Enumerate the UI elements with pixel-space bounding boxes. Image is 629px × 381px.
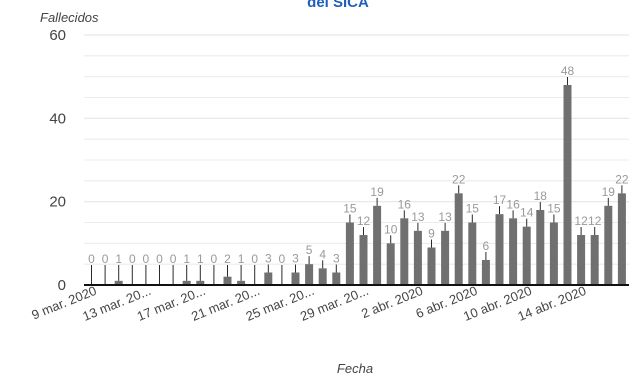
bar <box>590 235 599 285</box>
bar <box>577 235 586 285</box>
data-label: 1 <box>183 252 190 266</box>
data-label: 18 <box>534 189 548 203</box>
bar <box>536 210 545 285</box>
x-axis-title: Fecha <box>337 361 373 376</box>
data-label: 0 <box>211 252 218 266</box>
data-label: 3 <box>265 252 272 266</box>
y-tick-label: 40 <box>49 110 66 127</box>
data-label: 15 <box>343 202 357 216</box>
data-label: 13 <box>438 210 452 224</box>
chart-title: del SICA <box>307 0 369 11</box>
bar <box>454 193 463 285</box>
data-label: 0 <box>156 252 163 266</box>
data-label: 1 <box>115 252 122 266</box>
data-label: 4 <box>319 247 326 261</box>
bar <box>481 260 490 285</box>
bar <box>237 280 246 285</box>
data-label: 14 <box>520 206 534 220</box>
data-label: 12 <box>588 214 602 228</box>
y-axis-title: Fallecidos <box>40 10 99 25</box>
data-labels: 0 0 1 0 0 0 0 1 1 0 2 1 0 3 0 35 4 3151219101613913221561… <box>88 64 629 266</box>
bar <box>617 193 626 285</box>
data-label: 3 <box>292 252 299 266</box>
data-label: 5 <box>306 243 313 257</box>
data-label: 1 <box>197 252 204 266</box>
data-label: 22 <box>615 172 629 186</box>
data-label: 22 <box>452 172 466 186</box>
bar <box>264 272 273 285</box>
bar <box>345 222 354 285</box>
data-label: 0 <box>129 252 136 266</box>
gridlines <box>84 34 629 265</box>
bar <box>196 280 205 285</box>
bar <box>114 280 123 285</box>
data-label: 0 <box>88 252 95 266</box>
data-label: 12 <box>357 214 371 228</box>
data-label: 9 <box>428 227 435 241</box>
bar <box>563 85 572 285</box>
data-label: 13 <box>411 210 425 224</box>
y-tick-label: 60 <box>49 27 66 44</box>
data-label: 15 <box>466 202 480 216</box>
data-label: 0 <box>279 252 286 266</box>
data-label: 15 <box>547 202 561 216</box>
bar <box>182 280 191 285</box>
data-label: 3 <box>333 252 340 266</box>
bar <box>400 218 409 285</box>
bar <box>291 272 300 285</box>
data-label: 2 <box>224 252 231 266</box>
bar <box>549 222 558 285</box>
y-tick-label: 0 <box>58 277 66 294</box>
data-label: 6 <box>483 239 490 253</box>
y-tick-label: 20 <box>49 194 66 211</box>
data-label: 48 <box>561 64 575 78</box>
data-label: 12 <box>574 214 588 228</box>
bar <box>359 235 368 285</box>
data-label: 16 <box>398 197 412 211</box>
bar <box>305 264 314 285</box>
bar <box>427 247 436 285</box>
bar <box>386 243 395 285</box>
bar <box>413 230 422 285</box>
bar <box>468 222 477 285</box>
x-tick-label: 2 abr. 2020 <box>359 283 425 321</box>
data-label: 0 <box>143 252 150 266</box>
y-axis-ticks: 0 20 40 60 <box>49 27 66 294</box>
data-label: 0 <box>102 252 109 266</box>
bar <box>522 226 531 285</box>
data-label: 19 <box>370 185 384 199</box>
bars <box>91 77 626 285</box>
data-label: 0 <box>251 252 258 266</box>
data-label: 1 <box>238 252 245 266</box>
data-label: 0 <box>170 252 177 266</box>
bar <box>332 272 341 285</box>
data-label: 16 <box>506 197 520 211</box>
bar <box>604 205 613 285</box>
bar <box>373 205 382 285</box>
data-label: 17 <box>493 193 507 207</box>
bar <box>509 218 518 285</box>
bar <box>223 276 232 285</box>
bar <box>441 230 450 285</box>
data-label: 10 <box>384 222 398 236</box>
bar <box>318 268 327 285</box>
data-label: 19 <box>602 185 616 199</box>
bar <box>495 214 504 285</box>
